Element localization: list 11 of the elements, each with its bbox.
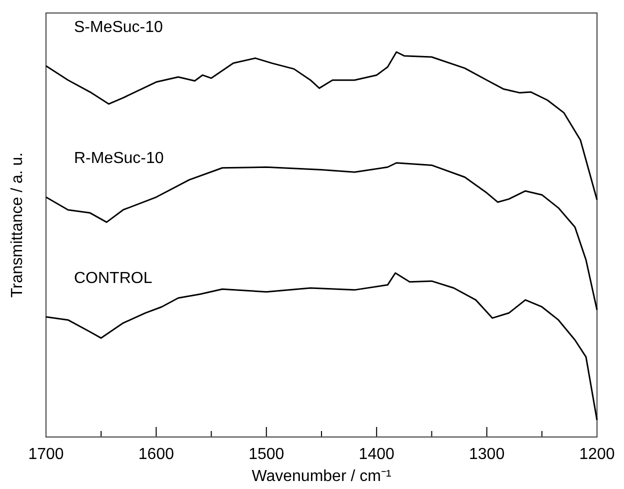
x-tick-label: 1400 <box>358 446 394 463</box>
series-label: CONTROL <box>74 270 152 287</box>
text: S-MeSuc-10 <box>74 18 164 36</box>
x-tick-label: 1600 <box>138 446 174 463</box>
x-tick-label: 1300 <box>469 446 505 463</box>
x-tick-label: 1200 <box>579 446 615 463</box>
series-label: R-MeSuc-10 <box>74 150 164 168</box>
x-tick-label: 1700 <box>28 446 64 463</box>
y-axis-title: Transmittance / a. u. <box>9 152 26 298</box>
x-axis-title: Wavenumber / cm⁻¹ <box>252 468 392 485</box>
x-tick-label: 1500 <box>248 446 284 463</box>
